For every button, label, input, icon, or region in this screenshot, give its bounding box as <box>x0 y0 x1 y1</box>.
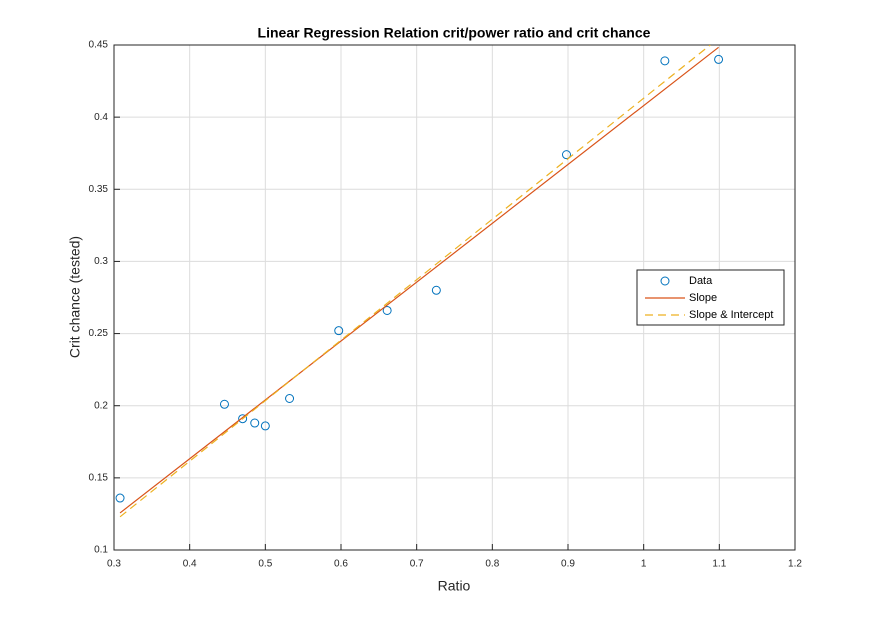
data-point <box>714 54 724 64</box>
y-tick-label: 0.45 <box>89 40 109 51</box>
y-tick-label: 0.2 <box>94 400 108 411</box>
plot-border <box>113 44 796 551</box>
data-point <box>561 150 571 160</box>
x-tick-label: 0.7 <box>410 559 424 570</box>
y-tick-label: 0.15 <box>89 472 109 483</box>
x-tick-label: 0.9 <box>561 559 575 570</box>
data-point <box>260 421 270 431</box>
x-axis-label: Ratio <box>438 578 471 594</box>
x-tick-label: 1 <box>641 559 647 570</box>
x-tick-label: 0.4 <box>183 559 197 570</box>
legend-label: Slope & Intercept <box>689 309 773 321</box>
x-tick-label: 0.5 <box>258 559 272 570</box>
data-point <box>219 399 229 409</box>
legend-label: Data <box>689 275 713 287</box>
data-point <box>285 394 295 403</box>
data-point <box>382 305 392 315</box>
x-tick-label: 0.3 <box>107 559 121 570</box>
data-point <box>660 56 670 66</box>
data-point <box>238 414 248 424</box>
x-tick-label: 0.6 <box>334 559 348 570</box>
data-point <box>334 326 344 336</box>
data-point <box>431 285 441 295</box>
y-tick-label: 0.4 <box>94 112 108 123</box>
data-point <box>250 418 260 428</box>
regression-line <box>119 46 719 514</box>
regression-line <box>119 45 711 518</box>
y-axis-label: Crit chance (tested) <box>67 236 83 358</box>
y-tick-label: 0.25 <box>89 328 109 339</box>
x-tick-label: 1.1 <box>712 559 726 570</box>
data-point <box>115 493 125 503</box>
legend-marker <box>660 276 670 286</box>
y-tick-label: 0.35 <box>89 184 109 195</box>
x-tick-label: 1.2 <box>788 559 802 570</box>
x-tick-label: 0.8 <box>485 559 499 570</box>
y-tick-label: 0.3 <box>94 256 108 267</box>
chart-title: Linear Regression Relation crit/power ra… <box>258 25 651 41</box>
y-tick-label: 0.1 <box>94 545 108 556</box>
legend-label: Slope <box>689 292 717 304</box>
